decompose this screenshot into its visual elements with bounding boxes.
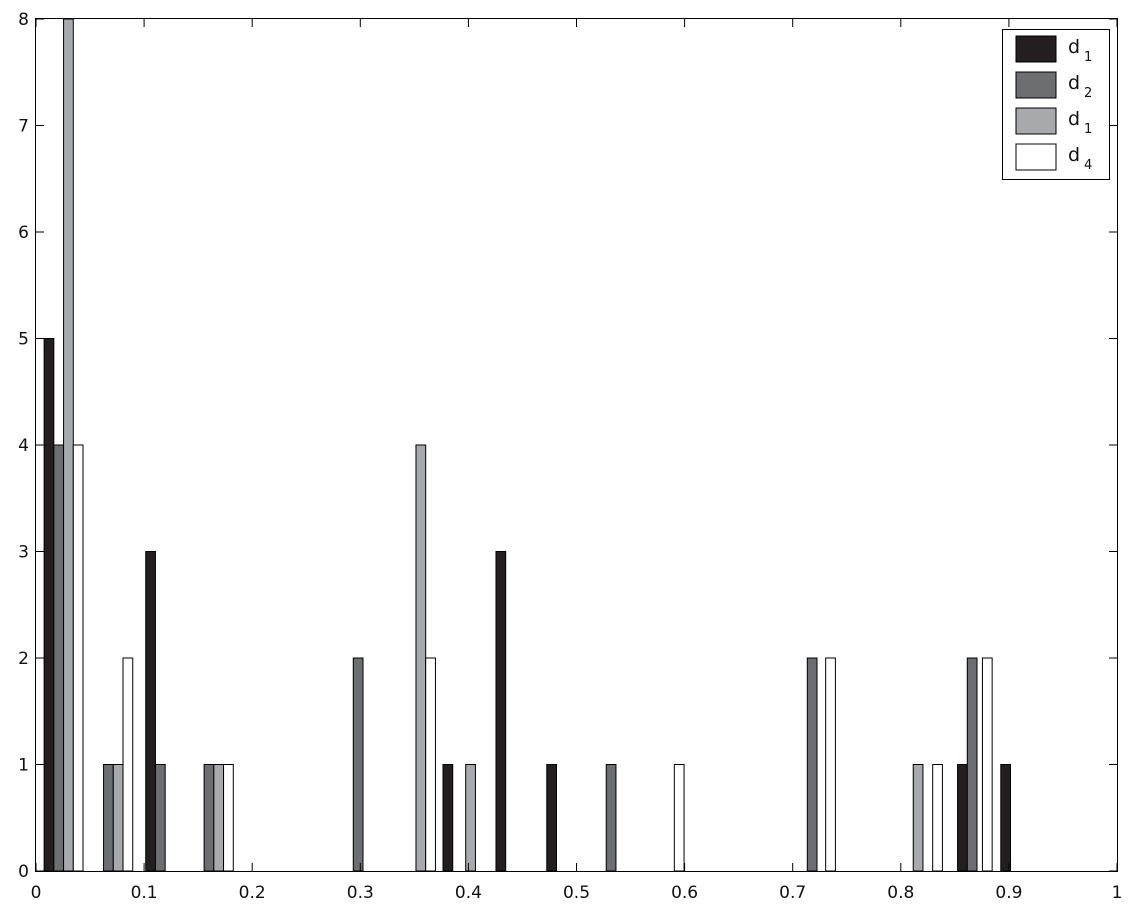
x-tick-label: 0.8 (887, 883, 914, 903)
y-tick-label: 2 (18, 649, 29, 669)
y-tick-label: 0 (18, 862, 29, 882)
bar-series-4-6 (825, 657, 836, 872)
bar-series-2-1 (53, 444, 65, 872)
bar-series-2-4 (203, 764, 215, 872)
y-tick-label: 1 (18, 756, 29, 776)
y-tick-label: 7 (18, 117, 29, 137)
legend-label: d (1068, 144, 1080, 166)
x-tick-label: 0.3 (347, 883, 374, 903)
bar-series-1-2 (145, 551, 156, 872)
y-tick-label: 4 (18, 436, 29, 456)
legend-swatch (1015, 35, 1057, 63)
x-tick-label: 0.6 (671, 883, 698, 903)
x-tick-label: 0.2 (239, 883, 266, 903)
bar-series-1-5 (546, 764, 558, 872)
bar-series-3-6 (912, 764, 924, 872)
legend-label-subscript: 1 (1084, 50, 1092, 65)
legend-label-subscript: 1 (1084, 122, 1092, 137)
x-tick-label: 0.7 (779, 883, 806, 903)
bar-series-4-2 (122, 657, 134, 872)
bar-series-4-3 (223, 764, 234, 872)
x-tick-label: 1 (1112, 883, 1123, 903)
legend: d 1d 2d 1d 4 (1002, 29, 1110, 180)
bar-series-4-5 (673, 764, 685, 872)
bar-series-2-8 (966, 657, 978, 872)
bar-series-4-8 (981, 657, 993, 872)
x-tick-label: 0.1 (131, 883, 158, 903)
bar-series-2-6 (605, 764, 617, 872)
bar-series-1-6 (957, 764, 968, 872)
bar-series-1-4 (495, 551, 507, 872)
bar-series-2-2 (103, 764, 114, 872)
ticks-layer: 0 0.1 0.2 0.3 0.4 0.5 0.6 0.7 0.8 0.9 1 0 1 2 3 4 5 6 7 8 (18, 10, 1122, 903)
bar-series-3-4 (415, 444, 427, 872)
x-tick-label: 0.4 (455, 883, 482, 903)
y-tick-label: 8 (18, 10, 29, 30)
bar-series-3-5 (465, 764, 476, 872)
bar-series-4-1 (72, 444, 84, 872)
legend-label: d (1068, 72, 1080, 94)
legend-label-subscript: 2 (1084, 86, 1092, 101)
legend-label: d (1068, 108, 1080, 130)
plot-frame (35, 18, 1118, 872)
bar-series-2-5 (352, 657, 364, 872)
bar-series-4-4 (425, 657, 436, 872)
bar-series-1-1 (43, 338, 55, 872)
y-tick-label: 5 (18, 330, 29, 350)
legend-label: d (1068, 36, 1080, 58)
bar-series-3-2 (112, 764, 124, 872)
bar-series-3-3 (213, 764, 225, 872)
bar-series-3-1 (63, 18, 74, 872)
bar-series-2-3 (154, 764, 166, 872)
x-tick-label: 0.9 (995, 883, 1022, 903)
y-tick-label: 3 (18, 543, 29, 563)
x-tick-label: 0 (31, 883, 42, 903)
legend-swatch (1015, 71, 1057, 99)
bar-series-1-7 (1000, 764, 1012, 872)
bar-series-4-7 (932, 764, 943, 872)
legend-swatch (1015, 107, 1057, 135)
y-tick-label: 6 (18, 223, 29, 243)
legend-swatch (1015, 143, 1057, 171)
x-tick-label: 0.5 (563, 883, 590, 903)
bar-series-1-3 (442, 764, 454, 872)
legend-label-subscript: 4 (1084, 158, 1092, 173)
bar-series-2-7 (806, 657, 818, 872)
